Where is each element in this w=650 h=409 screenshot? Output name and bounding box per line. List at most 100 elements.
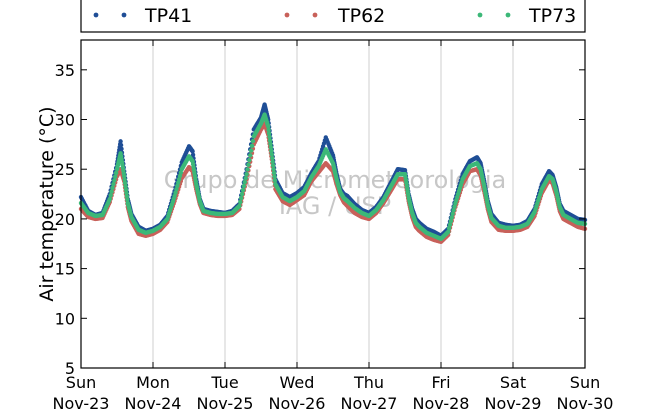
data-point [118,142,124,148]
x-tick-label-date: Nov-26 [269,394,326,409]
data-point [239,191,245,197]
x-tick-label-day: Sun [570,373,600,392]
x-tick-label-date: Nov-30 [557,394,614,409]
data-point [108,193,113,198]
data-point [122,180,128,186]
data-point [270,155,275,161]
y-tick-label: 5 [65,359,75,378]
x-tick-label-date: Nov-29 [485,394,542,409]
legend-label: TP62 [337,5,385,27]
data-point [190,149,195,154]
data-point [175,183,180,189]
data-point [119,146,124,152]
legend-item-TP62: TP62 [284,5,385,27]
data-point [240,187,246,193]
x-axis: Sun Nov-23 Mon Nov-24 Tue Nov-25 Wed Nov-26 Thu N… [53,40,614,409]
x-tick-label-day: Sun [66,373,96,392]
legend-marker [312,12,318,18]
data-point [124,194,130,199]
x-tick-label-day: Tue [210,373,238,392]
data-point [250,138,256,144]
legend-marker [121,12,127,18]
data-point [267,134,272,140]
y-axis: 5 10 15 20 25 30 35 [55,61,585,378]
data-point [246,162,251,167]
data-point [268,145,274,150]
data-point [172,193,177,199]
data-point [268,141,273,147]
x-tick-label-date: Nov-27 [341,394,398,409]
data-point [118,139,123,144]
data-point [447,222,453,227]
legend-marker [477,12,483,18]
data-point [452,204,457,209]
data-point [177,173,183,179]
y-axis-label: Air temperature (°C) [36,106,58,301]
x-tick-label-date: Nov-25 [197,394,254,409]
data-point [448,218,454,224]
data-point [242,179,247,185]
legend-item-TP41: TP41 [93,5,192,27]
data-point [266,127,271,133]
x-tick-label-date: Nov-28 [413,394,470,409]
legend-item-TP73: TP73 [477,5,576,27]
series-TP73 [78,112,588,241]
data-point [269,148,274,154]
y-tick-label: 10 [55,309,75,328]
x-tick-label-day: Thu [353,373,384,392]
legend: TP41 TP62 TP73 [80,0,586,33]
data-point [244,171,249,177]
data-point [271,167,276,172]
y-tick-label: 20 [55,210,75,229]
data-point [190,152,196,157]
data-point [125,197,130,202]
data-point [122,177,127,182]
data-point [178,170,184,175]
x-tick-label-day: Mon [136,373,170,392]
legend-marker [505,12,511,18]
legend-label: TP73 [528,5,576,27]
data-point [241,183,247,189]
legend-label: TP41 [144,5,192,27]
legend-box [80,0,586,33]
y-tick-label: 30 [55,111,75,130]
data-point [124,190,129,196]
data-point [122,173,127,179]
x-tick-label-day: Wed [280,373,315,392]
data-point [248,153,253,158]
data-point [451,208,456,213]
data-point [446,229,451,235]
data-point [174,187,179,192]
data-point [239,195,244,201]
data-point [245,167,250,172]
x-tick-label-day: Sat [500,373,526,392]
data-point [238,199,243,205]
data-point [107,196,113,202]
data-point [111,181,116,187]
data-point [270,163,276,168]
data-point [173,190,178,195]
data-point [446,226,452,231]
x-tick-label-day: Fri [431,373,450,392]
data-point [123,184,128,189]
data-point [248,148,254,153]
data-point [270,159,275,164]
x-tick-label-date: Nov-24 [125,394,182,409]
data-point [247,157,252,163]
grid-lines [152,40,514,368]
data-point [450,211,455,217]
data-point [110,185,115,191]
data-point [449,215,454,220]
data-point [113,170,119,176]
data-point [269,152,274,157]
plot-frame [80,39,586,369]
y-tick-label: 25 [55,160,75,179]
data-point [271,170,277,176]
data-point [243,175,248,181]
data-point [237,203,242,209]
data-point [272,178,278,183]
series-layer [78,102,588,244]
legend-marker [284,12,290,18]
y-tick-label: 15 [55,260,75,279]
